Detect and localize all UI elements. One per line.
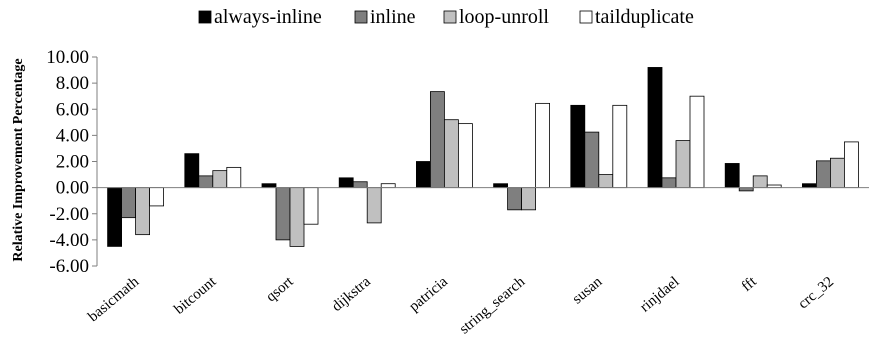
bar-always-inline-qsort (261, 183, 277, 189)
legend-label-loop-unroll: loop-unroll (459, 6, 549, 28)
legend-label-inline: inline (370, 6, 416, 28)
bar-tailduplicate-susan (612, 104, 628, 189)
x-tick-label: rinjdael (637, 274, 682, 316)
bar-always-inline-susan (570, 104, 586, 189)
y-tick-label: 8.00 (56, 73, 89, 94)
y-tick-label: 0.00 (56, 178, 89, 199)
bar-tailduplicate-string_search (535, 102, 550, 189)
bar-inline-dijkstra (352, 181, 368, 189)
bar-always-inline-string_search (493, 183, 509, 189)
y-tick-label: 10.00 (46, 47, 89, 68)
bar-loop-unroll-basicmath (135, 187, 151, 236)
y-axis-label: Relative Improvement Percentage (11, 58, 26, 261)
x-tick-label: qsort (263, 273, 297, 305)
x-tick-label: basicmath (85, 273, 142, 325)
bar-tailduplicate-rinjdael (689, 95, 705, 189)
bar-inline-string_search (507, 187, 523, 211)
bar-inline-qsort (275, 187, 291, 241)
legend-label-always-inline: always-inline (214, 6, 322, 28)
legend-swatch-inline (354, 10, 368, 24)
bar-tailduplicate-dijkstra (380, 183, 396, 189)
legend: always-inline inline loop-unroll tailduplic… (198, 6, 694, 28)
legend-swatch-always-inline (198, 10, 212, 24)
legend-swatch-tailduplicate (579, 10, 593, 24)
x-axis-ticks: basicmath bitcount qsort dijkstra patricia st… (85, 273, 837, 337)
bar-inline-bitcount (198, 175, 214, 189)
bar-loop-unroll-fft (752, 175, 768, 189)
y-tick-label: -6.00 (49, 256, 89, 277)
x-tick-label: patricia (406, 274, 451, 315)
bar-always-inline-fft (724, 163, 740, 189)
y-axis-ticks: 10.00 8.00 6.00 4.00 2.00 0.00 -2.00 -4.00 -6.00 (46, 47, 97, 277)
bar-loop-unroll-bitcount (212, 170, 228, 189)
bar-inline-patricia (429, 91, 445, 189)
y-tick-label: -2.00 (49, 204, 89, 225)
bar-tailduplicate-qsort (303, 187, 319, 225)
x-tick-label: fft (739, 273, 761, 295)
bar-inline-crc_32 (816, 160, 831, 189)
bar-tailduplicate-bitcount (226, 166, 242, 189)
bars (107, 67, 859, 247)
bar-loop-unroll-dijkstra (366, 187, 382, 224)
bar-always-inline-dijkstra (338, 177, 354, 189)
bar-loop-unroll-crc_32 (830, 157, 845, 189)
x-tick-label: bitcount (171, 273, 220, 317)
x-tick-label: string_search (457, 273, 529, 337)
y-tick-label: 2.00 (56, 152, 89, 173)
bar-inline-susan (584, 131, 600, 189)
bar-inline-basicmath (121, 187, 136, 219)
bar-tailduplicate-crc_32 (844, 141, 859, 189)
bar-always-inline-bitcount (184, 153, 200, 189)
bar-always-inline-basicmath (107, 187, 122, 247)
bar-always-inline-patricia (415, 161, 431, 189)
bar-always-inline-crc_32 (802, 183, 817, 189)
y-tick-label: 6.00 (56, 99, 89, 120)
bar-loop-unroll-string_search (521, 187, 536, 211)
y-tick-label: -4.00 (49, 230, 89, 251)
y-tick-label: 4.00 (56, 125, 89, 146)
legend-label-tailduplicate: tailduplicate (595, 6, 694, 28)
x-tick-label: crc_32 (795, 274, 837, 312)
bar-loop-unroll-patricia (443, 119, 459, 189)
bar-loop-unroll-rinjdael (675, 140, 691, 189)
bar-loop-unroll-susan (598, 174, 614, 189)
bar-loop-unroll-qsort (289, 187, 305, 247)
bar-tailduplicate-basicmath (149, 187, 165, 207)
bar-tailduplicate-patricia (457, 123, 473, 189)
legend-swatch-loop-unroll (443, 10, 457, 24)
x-tick-label: dijkstra (329, 274, 374, 315)
bar-inline-rinjdael (661, 177, 677, 189)
x-tick-label: susan (570, 273, 606, 307)
bar-always-inline-rinjdael (647, 67, 663, 189)
